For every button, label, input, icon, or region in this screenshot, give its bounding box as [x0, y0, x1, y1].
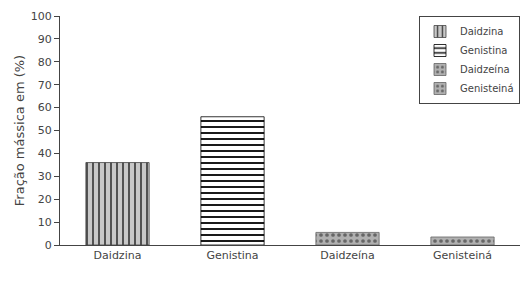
svg-text:50: 50: [38, 124, 52, 137]
svg-text:Daidzina: Daidzina: [460, 26, 503, 37]
svg-text:70: 70: [38, 79, 52, 92]
svg-text:Daidzeína: Daidzeína: [320, 249, 375, 262]
svg-text:Genistina: Genistina: [460, 45, 507, 56]
svg-text:Genisteiná: Genisteiná: [433, 249, 492, 262]
svg-text:40: 40: [38, 147, 52, 160]
svg-text:Daidzeína: Daidzeína: [460, 64, 510, 75]
svg-text:Genistina: Genistina: [206, 249, 258, 262]
svg-text:0: 0: [45, 239, 52, 252]
svg-text:20: 20: [38, 193, 52, 206]
svg-text:Fração mássica em (%): Fração mássica em (%): [12, 55, 27, 206]
svg-text:30: 30: [38, 170, 52, 183]
svg-text:Genisteiná: Genisteiná: [460, 83, 514, 94]
svg-text:10: 10: [38, 216, 52, 229]
svg-text:60: 60: [38, 101, 52, 114]
svg-text:80: 80: [38, 56, 52, 69]
svg-text:Daidzina: Daidzina: [94, 249, 142, 262]
svg-text:90: 90: [38, 33, 52, 46]
svg-text:100: 100: [31, 10, 52, 23]
